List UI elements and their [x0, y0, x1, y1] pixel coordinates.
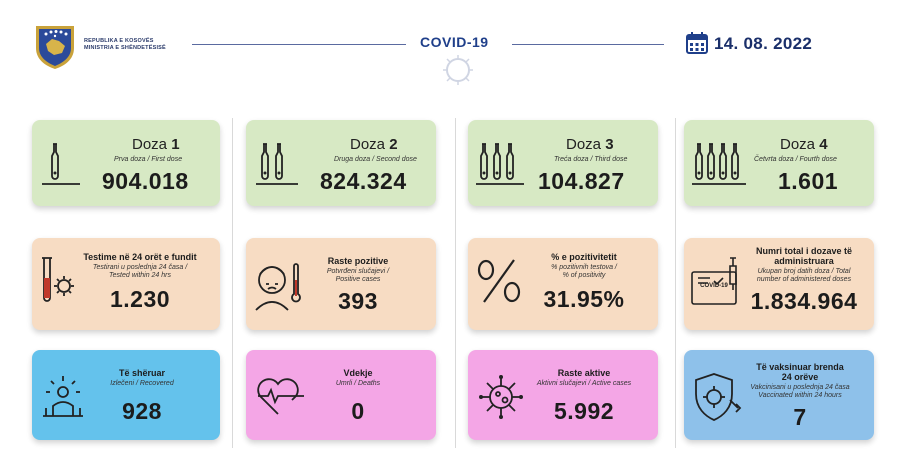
- ministry-line-2: MINISTRIA E SHËNDETËSISË: [84, 45, 166, 51]
- four-vials-icon: [692, 143, 746, 185]
- positivity-subtitle-2: % of positivity: [562, 272, 606, 279]
- deaths-card: Vdekje Umrli / Deaths 0: [246, 350, 436, 440]
- total-doses-subtitle-1: Ukupan broj datih doza / Total: [757, 268, 851, 275]
- dose-label: Doza: [780, 136, 816, 153]
- dose-4-title: Doza 4: [780, 136, 828, 153]
- column-divider: [455, 118, 456, 448]
- ministry-name: REPUBLIKA E KOSOVËS MINISTRIA E SHËNDETË…: [84, 38, 166, 52]
- dose-number: 1: [171, 136, 180, 153]
- total-doses-title: Numri total i dozave të administruara: [734, 246, 874, 266]
- column-divider: [675, 118, 676, 448]
- dose-label: Doza: [566, 136, 602, 153]
- dose-label: Doza: [350, 136, 386, 153]
- dose-number: 2: [389, 136, 398, 153]
- deaths-title: Vdekje: [343, 368, 373, 378]
- active-cases-subtitle: Aktivni slučajevi / Active cases: [536, 380, 632, 387]
- positivity-card: % e pozitivitetit % pozitivnih testova /…: [468, 238, 658, 330]
- vaccinated-24h-value: 7: [793, 404, 807, 430]
- shield-virus-icon: [695, 373, 742, 421]
- vaccinated-24h-card: Të vaksinuar brenda 24 orëve Vakcinisani…: [684, 350, 874, 440]
- dose-2-title: Doza 2: [350, 136, 398, 153]
- dose-4-value: 1.601: [778, 168, 839, 194]
- dose-4-subtitle: Četvrta doza / Fourth dose: [754, 156, 837, 163]
- tests-subtitle-1: Testirani u poslednja 24 časa /: [92, 264, 188, 271]
- positivity-subtitle-1: % pozitivnih testova /: [551, 264, 617, 271]
- positive-cases-subtitle-2: Positive cases: [335, 276, 381, 283]
- test-tube-icon: [42, 257, 74, 302]
- positivity-value: 31.95%: [543, 286, 625, 312]
- dose-2-card: Doza 2 Druga doza / Second dose 824.324: [246, 120, 436, 206]
- calendar-icon: [686, 32, 708, 54]
- dose-1-title: Doza 1: [132, 136, 180, 153]
- header-divider-left: [192, 44, 406, 45]
- header: REPUBLIKA E KOSOVËS MINISTRIA E SHËNDETË…: [0, 0, 900, 95]
- active-cases-value: 5.992: [553, 398, 615, 424]
- dose-label: Doza: [132, 136, 168, 153]
- dose-1-subtitle: Prva doza / First dose: [114, 156, 183, 163]
- vial-icon: [42, 143, 80, 185]
- recovered-person-icon: [43, 376, 83, 417]
- heart-pulse-icon: [257, 378, 304, 415]
- recovered-card: Të shëruar Izlečeni / Recovered 928: [32, 350, 220, 440]
- recovered-title: Të shëruar: [118, 368, 166, 378]
- virus-icon: [479, 375, 523, 419]
- positive-cases-value: 393: [338, 288, 378, 314]
- tests-subtitle-2: Tested within 24 hrs: [109, 272, 171, 279]
- vaccination-certificate-icon: [691, 257, 737, 305]
- total-doses-value: 1.834.964: [750, 288, 858, 314]
- dose-1-card: Doza 1 Prva doza / First dose 904.018: [32, 120, 220, 206]
- dose-number: 3: [605, 136, 614, 153]
- total-doses-card: COVID-19 Numri total i dozave të adminis…: [684, 238, 874, 330]
- coronavirus-icon: [443, 55, 473, 85]
- vaccinated-24h-title-1: Të vaksinuar brenda: [756, 362, 844, 372]
- report-date: 14. 08. 2022: [714, 34, 813, 53]
- dose-3-card: Doza 3 Treća doza / Third dose 104.827: [468, 120, 658, 206]
- deaths-value: 0: [351, 398, 365, 424]
- deaths-subtitle: Umrli / Deaths: [335, 380, 381, 387]
- percent-icon: [477, 259, 521, 303]
- dose-4-card: Doza 4 Četvrta doza / Fourth dose 1.601: [684, 120, 874, 206]
- sick-person-thermometer-icon: [255, 263, 301, 311]
- covid-card-label: COVID-19: [700, 283, 728, 289]
- dose-3-value: 104.827: [538, 168, 625, 194]
- vaccinated-24h-title: Të vaksinuar brenda 24 orëve: [730, 362, 870, 382]
- dose-3-subtitle: Treća doza / Third dose: [554, 156, 628, 163]
- dose-3-title: Doza 3: [566, 136, 614, 153]
- dose-2-subtitle: Druga doza / Second dose: [334, 156, 417, 163]
- recovered-value: 928: [122, 398, 162, 424]
- vaccinated-24h-title-2: 24 orëve: [781, 372, 819, 382]
- column-divider: [232, 118, 233, 448]
- header-divider-right: [512, 44, 664, 45]
- positivity-title: % e pozitivitetit: [551, 252, 617, 262]
- positive-cases-subtitle-1: Potvrđeni slučajevi /: [326, 268, 390, 275]
- total-doses-title-1: Numri total i dozave të: [755, 246, 853, 256]
- active-cases-title: Raste aktive: [557, 368, 611, 378]
- tests-card: Testime në 24 orët e fundit Testirani u …: [32, 238, 220, 330]
- dose-2-value: 824.324: [320, 168, 407, 194]
- dose-1-value: 904.018: [102, 168, 189, 194]
- kosovo-emblem-icon: [36, 26, 74, 69]
- vaccinated-24h-subtitle-1: Vakcinisani u poslednja 24 časa: [750, 384, 850, 391]
- recovered-subtitle: Izlečeni / Recovered: [110, 380, 174, 387]
- tests-value: 1.230: [109, 286, 171, 312]
- active-cases-card: Raste aktive Aktivni slučajevi / Active …: [468, 350, 658, 440]
- total-doses-subtitle-2: number of administered doses: [756, 276, 852, 283]
- positive-cases-title: Raste pozitive: [327, 256, 389, 266]
- two-vials-icon: [256, 143, 298, 185]
- page-title: COVID-19: [420, 34, 489, 50]
- vaccinated-24h-subtitle-2: Vaccinated within 24 hours: [758, 392, 842, 399]
- dose-number: 4: [819, 136, 828, 153]
- positive-cases-card: Raste pozitive Potvrđeni slučajevi / Pos…: [246, 238, 436, 330]
- three-vials-icon: [476, 143, 524, 185]
- tests-title: Testime në 24 orët e fundit: [83, 252, 197, 262]
- ministry-line-1: REPUBLIKA E KOSOVËS: [84, 38, 154, 44]
- total-doses-title-2: administruara: [774, 256, 834, 266]
